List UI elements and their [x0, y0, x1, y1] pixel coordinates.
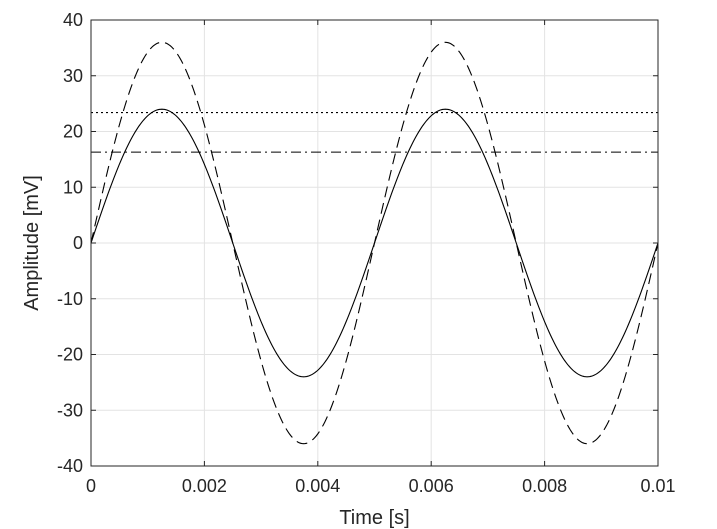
- y-tick-label: -10: [57, 289, 83, 309]
- y-tick-label: -30: [57, 400, 83, 420]
- x-tick-label: 0.004: [295, 476, 340, 496]
- series-dashed-line: [90, 41, 659, 445]
- y-tick-label: 30: [63, 66, 83, 86]
- x-tick-label: 0.01: [640, 476, 675, 496]
- x-axis-label: Time [s]: [339, 507, 409, 529]
- x-tick-label: 0: [86, 476, 96, 496]
- y-tick-label: 40: [63, 10, 83, 30]
- x-tick-label: 0.008: [522, 476, 567, 496]
- series-layer: [90, 41, 659, 445]
- y-tick-label: 0: [73, 233, 83, 253]
- x-tick-label: 0.006: [409, 476, 454, 496]
- y-axis-label: Amplitude [mV]: [21, 175, 43, 311]
- y-tick-label: 20: [63, 122, 83, 142]
- y-tick-label: -40: [57, 456, 83, 476]
- y-tick-label: -20: [57, 345, 83, 365]
- ticks: 0 0.002 0.004 0.006 0.008 0.01 -40 -30 -20 -10 0 10…: [57, 10, 676, 496]
- y-tick-label: 10: [63, 177, 83, 197]
- x-tick-label: 0.002: [182, 476, 227, 496]
